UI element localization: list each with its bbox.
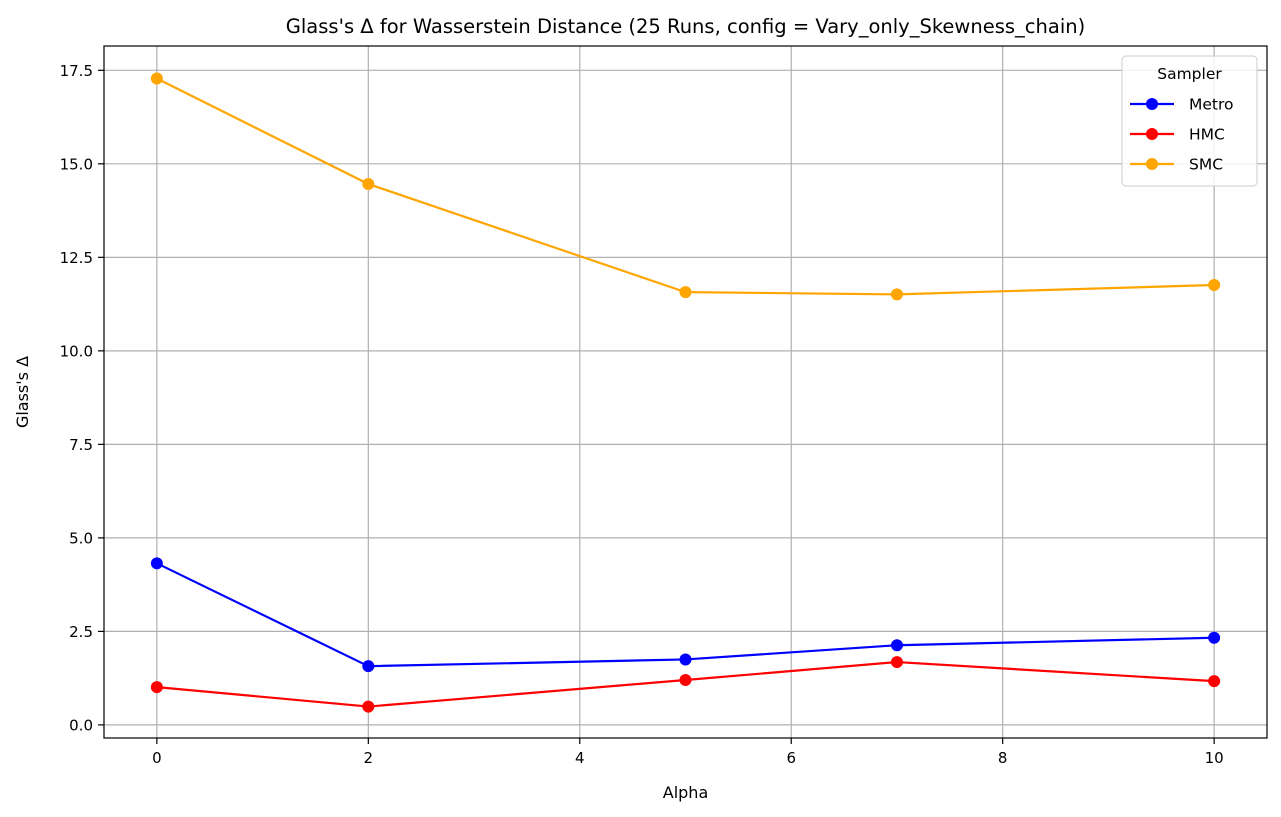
data-point-metro xyxy=(150,557,163,570)
y-axis-label: Glass's Δ xyxy=(13,356,32,428)
legend-title: Sampler xyxy=(1157,65,1222,83)
x-tick-label: 0 xyxy=(152,749,162,767)
data-point-smc xyxy=(150,72,163,85)
legend: Sampler Metro HMC SMC xyxy=(1121,55,1258,187)
x-tick-label: 10 xyxy=(1205,749,1224,767)
legend-marker-metro xyxy=(1146,98,1158,110)
legend-label-smc: SMC xyxy=(1189,156,1223,174)
y-tick-label: 12.5 xyxy=(60,249,93,267)
legend-items: Metro HMC SMC xyxy=(1130,96,1234,174)
chart-title: Glass's Δ for Wasserstein Distance (25 R… xyxy=(286,15,1085,38)
x-axis-ticks: 0 2 4 6 8 10 xyxy=(152,738,1224,767)
y-axis-ticks: 0.0 2.5 5.0 7.5 10.0 12.5 15.0 17.5 xyxy=(60,62,104,734)
legend-label-hmc: HMC xyxy=(1189,126,1225,144)
x-axis-label: Alpha xyxy=(663,783,709,802)
data-point-hmc xyxy=(890,656,903,669)
data-point-smc xyxy=(890,288,903,301)
x-tick-label: 2 xyxy=(364,749,374,767)
data-point-smc xyxy=(362,178,375,191)
legend-box xyxy=(1121,55,1258,187)
data-point-hmc xyxy=(1208,675,1221,688)
y-tick-label: 2.5 xyxy=(69,623,93,641)
y-tick-label: 7.5 xyxy=(69,436,93,454)
data-point-metro xyxy=(1208,631,1221,644)
data-point-hmc xyxy=(679,674,692,687)
data-point-hmc xyxy=(362,700,375,713)
series-layer xyxy=(150,72,1221,713)
legend-marker-smc xyxy=(1146,158,1158,170)
data-point-smc xyxy=(679,286,692,299)
x-tick-label: 4 xyxy=(575,749,585,767)
data-point-smc xyxy=(1208,279,1221,292)
legend-marker-hmc xyxy=(1146,128,1158,140)
y-tick-label: 5.0 xyxy=(69,529,93,547)
x-tick-label: 8 xyxy=(998,749,1008,767)
y-tick-label: 0.0 xyxy=(69,716,93,734)
data-point-metro xyxy=(890,639,903,652)
y-tick-label: 17.5 xyxy=(60,62,93,80)
legend-label-metro: Metro xyxy=(1189,96,1234,114)
plot-frame xyxy=(103,45,1268,739)
y-tick-label: 15.0 xyxy=(60,155,93,173)
x-tick-label: 6 xyxy=(786,749,796,767)
y-tick-label: 10.0 xyxy=(60,342,93,360)
data-point-hmc xyxy=(150,681,163,694)
data-point-metro xyxy=(362,660,375,673)
data-point-metro xyxy=(679,653,692,666)
